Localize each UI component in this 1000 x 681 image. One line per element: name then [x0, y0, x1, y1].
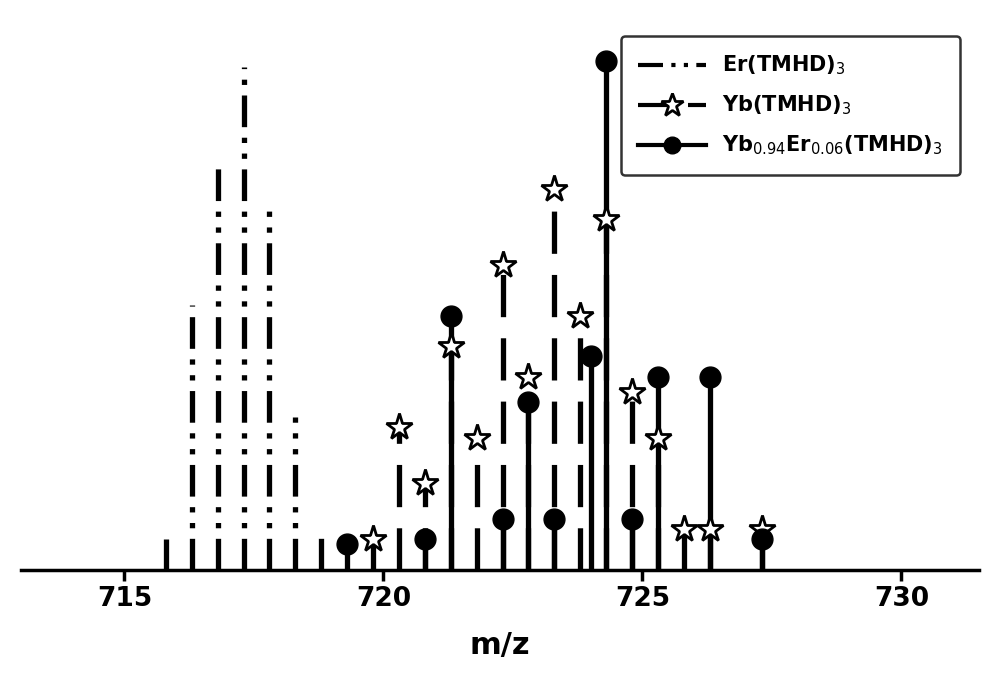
Legend: Er(TMHD)$_3$, Yb(TMHD)$_3$, Yb$_{0.94}$Er$_{0.06}$(TMHD)$_3$: Er(TMHD)$_3$, Yb(TMHD)$_3$, Yb$_{0.94}$E… [621, 36, 960, 175]
X-axis label: m/z: m/z [470, 631, 530, 660]
